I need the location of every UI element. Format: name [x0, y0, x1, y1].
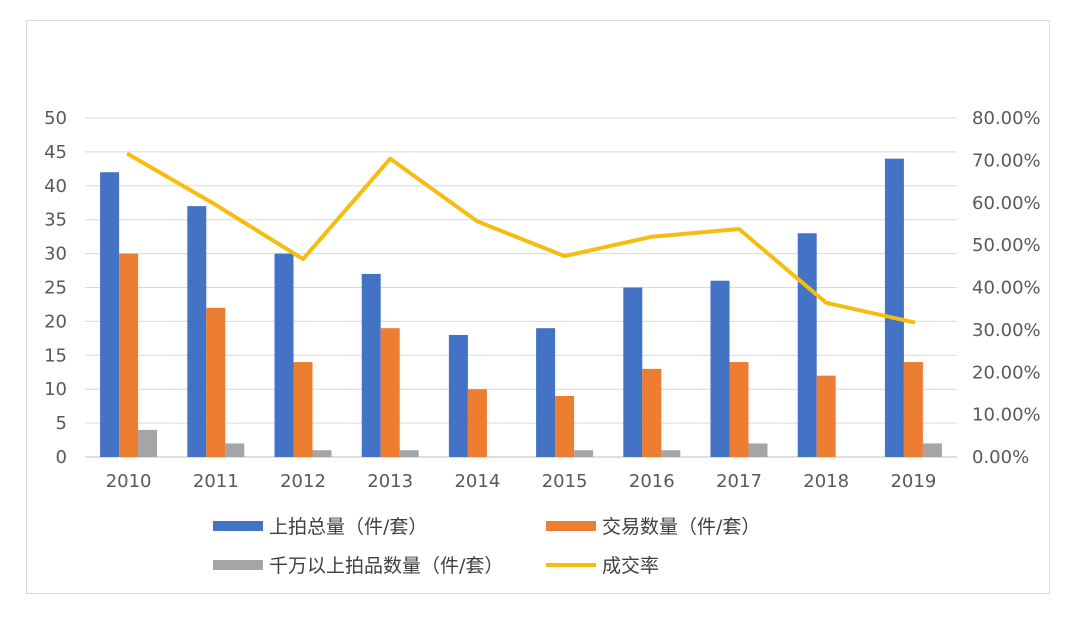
- bar-1-2016: [623, 287, 643, 457]
- bar-2-2017: [729, 362, 749, 457]
- bar-3-2017: [748, 443, 768, 457]
- bar-1-2011: [187, 206, 207, 457]
- x-tick-label: 2011: [193, 471, 239, 492]
- x-tick-label: 2015: [542, 471, 588, 492]
- y-left-tick-label: 25: [44, 278, 67, 299]
- legend-swatch: [546, 521, 596, 531]
- legend-swatch: [213, 521, 263, 531]
- y-left-tick-label: 45: [44, 142, 67, 163]
- y-right-tick-label: 40.00%: [972, 278, 1041, 299]
- x-tick-label: 2014: [454, 471, 500, 492]
- bar-1-2018: [797, 233, 817, 457]
- y-right-tick-label: 0.00%: [972, 447, 1029, 468]
- chart-frame: 0 5 10 15 20 25 30 35 40 45 50 0.00% 10.00% 20.00% 30.…: [26, 20, 1050, 594]
- chart-svg: 0 5 10 15 20 25 30 35 40 45 50 0.00% 10.00% 20.00% 30.…: [44, 108, 1041, 577]
- bar-1-2015: [536, 328, 556, 457]
- y-right-tick-label: 80.00%: [972, 108, 1041, 129]
- bar-1-2014: [448, 334, 468, 457]
- x-tick-label: 2016: [629, 471, 675, 492]
- bar-3-2011: [225, 443, 245, 457]
- y-right-tick-label: 20.00%: [972, 362, 1041, 383]
- y-right-tick-label: 50.00%: [972, 235, 1041, 256]
- legend-label: 千万以上拍品数量（件/套）: [269, 555, 503, 577]
- y-left-tick-label: 20: [44, 311, 67, 332]
- bar-3-2016: [661, 450, 681, 457]
- bar-2-2012: [293, 362, 313, 457]
- y-left-tick-label: 0: [56, 447, 67, 468]
- legend-label: 成交率: [602, 555, 659, 577]
- bar-3-2015: [574, 450, 594, 457]
- y-right-tick-label: 10.00%: [972, 405, 1041, 426]
- bar-3-2019: [922, 443, 942, 457]
- x-tick-label: 2019: [890, 471, 936, 492]
- bar-2-2013: [380, 328, 400, 457]
- bar-3-2013: [399, 450, 419, 457]
- y-left-tick-label: 5: [56, 413, 67, 434]
- y-left-tick-label: 15: [44, 345, 67, 366]
- y-left-tick-label: 30: [44, 244, 67, 265]
- bar-1-2017: [710, 280, 730, 457]
- y-left-tick-label: 35: [44, 210, 67, 231]
- y-left-tick-label: 10: [44, 379, 67, 400]
- x-tick-label: 2013: [367, 471, 413, 492]
- bar-1-2019: [884, 158, 904, 457]
- bar-2-2014: [467, 389, 487, 457]
- y-right-tick-label: 70.00%: [972, 150, 1041, 171]
- legend-label: 交易数量（件/套）: [602, 516, 760, 538]
- y-left-tick-label: 50: [44, 108, 67, 129]
- x-tick-label: 2010: [106, 471, 152, 492]
- bar-2-2011: [206, 307, 226, 457]
- y-right-tick-label: 30.00%: [972, 320, 1041, 341]
- bar-2-2015: [555, 395, 575, 457]
- x-tick-label: 2018: [803, 471, 849, 492]
- y-left-tick-label: 40: [44, 176, 67, 197]
- bar-2-2016: [642, 368, 662, 457]
- bar-1-2013: [361, 273, 381, 457]
- bar-1-2012: [274, 253, 294, 457]
- x-tick-label: 2017: [716, 471, 762, 492]
- legend-label: 上拍总量（件/套）: [269, 516, 427, 538]
- bar-2-2018: [816, 375, 836, 457]
- bar-3-2010: [138, 429, 158, 457]
- bar-1-2010: [100, 172, 120, 458]
- bar-2-2010: [119, 253, 139, 457]
- bar-3-2012: [312, 450, 332, 457]
- legend-swatch: [213, 560, 263, 570]
- line-series-1: [126, 152, 916, 325]
- y-right-tick-label: 60.00%: [972, 193, 1041, 214]
- x-tick-label: 2012: [280, 471, 326, 492]
- bar-2-2019: [903, 362, 923, 457]
